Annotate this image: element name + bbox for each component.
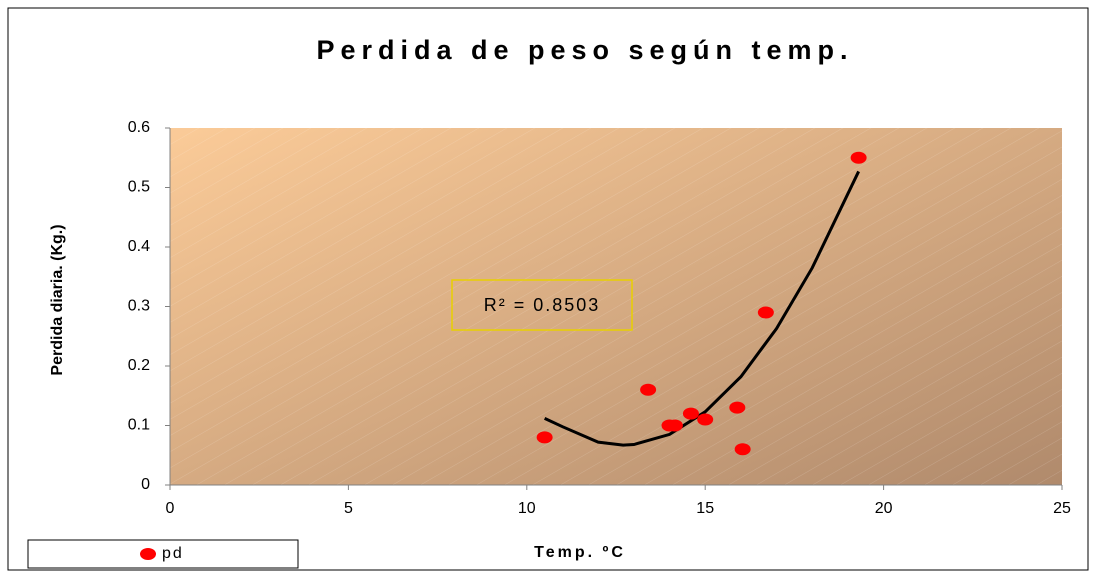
y-tick-label: 0.3 xyxy=(128,298,150,315)
point xyxy=(757,306,774,319)
point xyxy=(536,431,553,444)
point xyxy=(729,401,746,414)
annotation-box xyxy=(451,279,633,331)
legend-label: pd xyxy=(162,545,184,562)
y-tick-label: 0.6 xyxy=(128,119,150,136)
y-axis-label: Perdida diaria. (Kg.) xyxy=(49,224,66,375)
point xyxy=(682,407,699,420)
point xyxy=(640,383,657,396)
legend xyxy=(27,539,299,569)
y-tick-label: 0.1 xyxy=(128,417,150,434)
legend-marker xyxy=(140,548,156,560)
trendline xyxy=(544,170,860,447)
chart-title: Perdida de peso según temp. xyxy=(316,35,853,65)
x-tick-label: 10 xyxy=(518,500,536,517)
point xyxy=(666,419,683,432)
x-tick-label: 20 xyxy=(875,500,893,517)
x-axis-label: Temp. ºC xyxy=(534,544,626,561)
annotation: R² = 0.8503 xyxy=(484,295,601,315)
x-tick-label: 0 xyxy=(166,500,175,517)
y-tick-label: 0 xyxy=(141,476,150,493)
y-tick-label: 0.2 xyxy=(128,357,150,374)
y-tick-label: 0.5 xyxy=(128,179,150,196)
x-tick-label: 5 xyxy=(344,500,353,517)
x-tick-label: 15 xyxy=(696,500,714,517)
y-tick-label: 0.4 xyxy=(128,238,150,255)
point xyxy=(697,413,714,426)
point xyxy=(850,151,867,164)
plot-hatch xyxy=(170,128,1062,485)
x-tick-label: 25 xyxy=(1053,500,1071,517)
point xyxy=(734,443,751,456)
